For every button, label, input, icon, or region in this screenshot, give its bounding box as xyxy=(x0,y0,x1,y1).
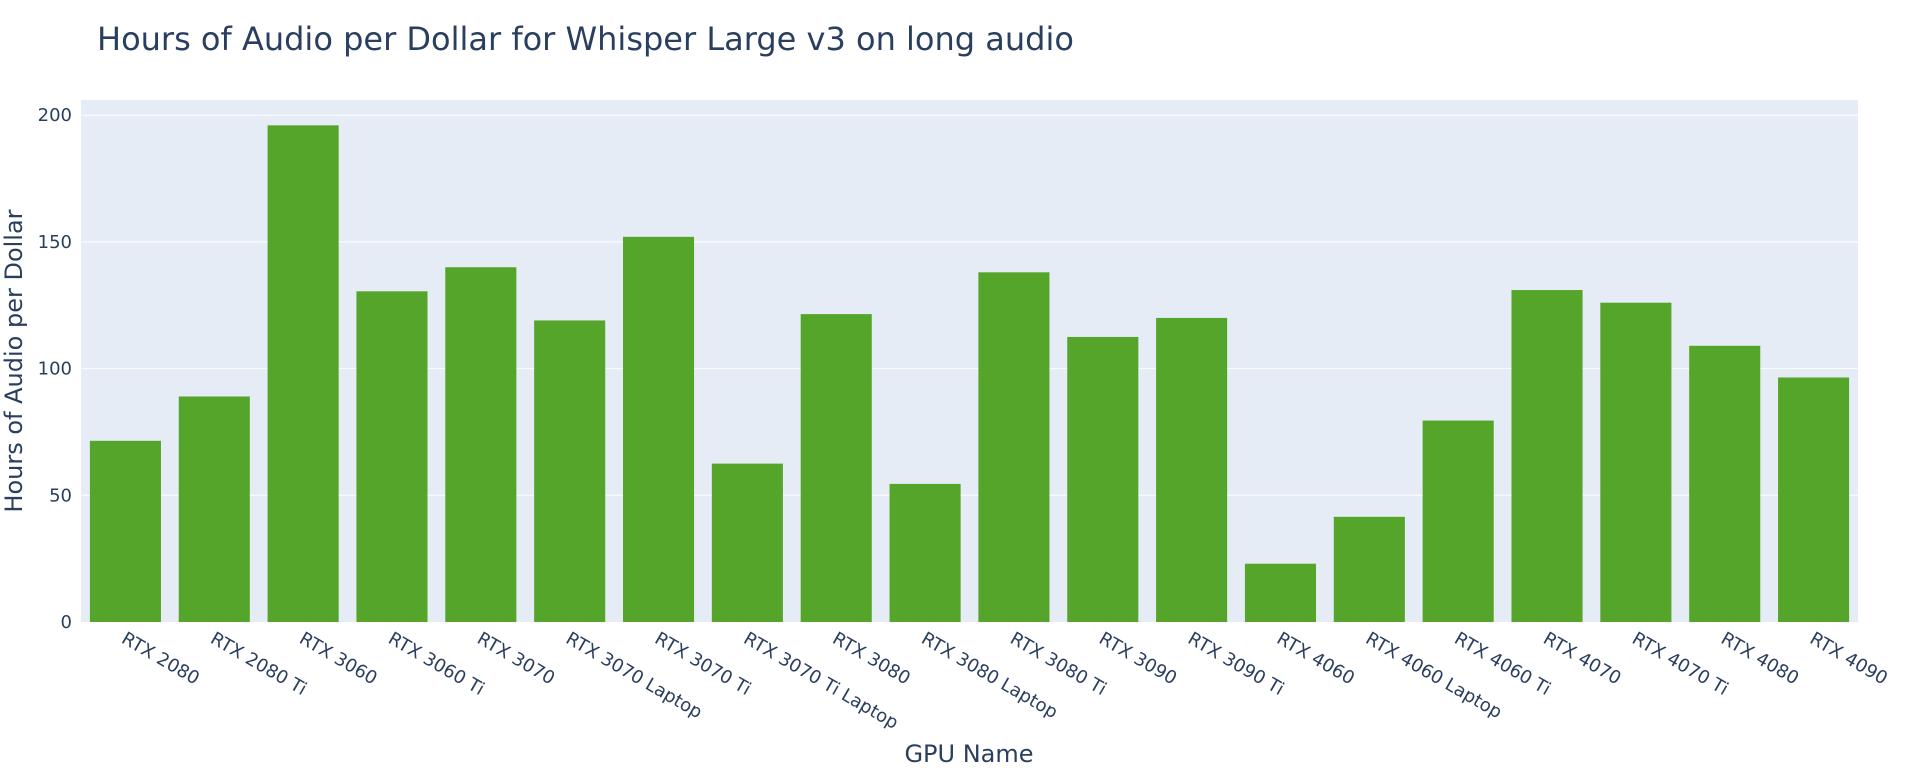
x-tick-label: RTX 4070 Ti xyxy=(1628,628,1731,700)
bar xyxy=(356,291,428,622)
y-tick-label: 100 xyxy=(38,359,72,380)
y-tick-label: 0 xyxy=(61,612,72,633)
bar xyxy=(1244,563,1317,622)
x-axis-title: GPU Name xyxy=(904,740,1033,768)
x-tick-label: RTX 2080 Ti xyxy=(207,628,310,700)
x-tick-label: RTX 4090 xyxy=(1806,628,1891,689)
bar xyxy=(267,125,339,622)
bar xyxy=(978,272,1050,622)
bar xyxy=(1156,317,1228,622)
bar xyxy=(800,314,872,622)
bar xyxy=(1511,290,1583,622)
chart-title: Hours of Audio per Dollar for Whisper La… xyxy=(97,20,1074,58)
x-tick-label: RTX 3090 Ti xyxy=(1184,628,1287,700)
bars xyxy=(89,125,1850,622)
bar xyxy=(89,440,161,622)
y-axis-title: Hours of Audio per Dollar xyxy=(0,209,28,512)
y-tick-label: 200 xyxy=(38,105,72,126)
bar xyxy=(622,236,695,622)
bar xyxy=(445,267,517,622)
bar xyxy=(711,463,783,622)
bar xyxy=(534,320,606,622)
bar xyxy=(1689,345,1761,622)
bar xyxy=(1333,516,1405,622)
plot-background xyxy=(81,100,1858,622)
bar xyxy=(1067,336,1139,622)
x-tick-label: RTX 2080 xyxy=(118,628,203,689)
x-tick-label: RTX 3070 Ti Laptop xyxy=(740,628,902,734)
y-tick-label: 50 xyxy=(49,485,72,506)
y-tick-label: 150 xyxy=(38,232,72,253)
bar xyxy=(889,483,961,622)
bar xyxy=(178,396,250,622)
bar xyxy=(1600,302,1672,622)
bar xyxy=(1778,377,1850,622)
x-tick-label: RTX 3060 Ti xyxy=(384,628,487,700)
y-tick-labels: 0 50 100 150 200 xyxy=(38,105,72,633)
bar xyxy=(1422,420,1494,622)
